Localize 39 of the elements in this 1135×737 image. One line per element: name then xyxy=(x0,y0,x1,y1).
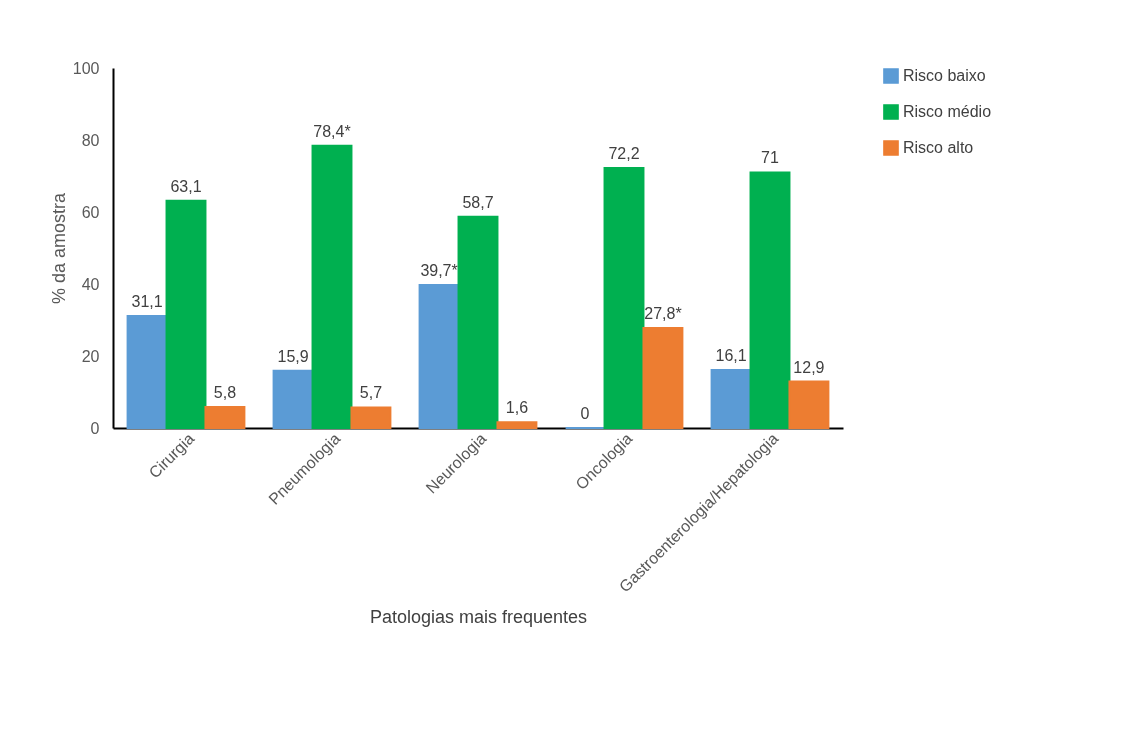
bar xyxy=(788,380,830,429)
data-label: 5,7 xyxy=(359,384,383,402)
x-axis-title: Patologias mais frequentes xyxy=(369,607,588,628)
y-tick-label: 60 xyxy=(81,203,100,221)
data-label: 63,1 xyxy=(170,177,202,195)
data-label: 78,4* xyxy=(313,122,351,140)
bar xyxy=(603,167,645,429)
y-axis-title: % da amostra xyxy=(48,191,69,305)
data-label: 71 xyxy=(761,149,779,167)
legend-label: Risco médio xyxy=(903,103,992,120)
y-tick-label: 0 xyxy=(90,419,100,437)
bar xyxy=(457,215,499,429)
bar xyxy=(126,315,168,429)
data-label: 0 xyxy=(580,405,590,422)
data-label: 58,7 xyxy=(462,193,494,211)
data-label: 16,1 xyxy=(715,347,747,365)
legend-label: Risco alto xyxy=(903,139,974,156)
legend-label: Risco baixo xyxy=(903,67,986,84)
bar xyxy=(496,421,538,429)
bar xyxy=(272,369,314,429)
data-label: 12,9 xyxy=(793,358,825,376)
bar xyxy=(710,369,752,429)
y-tick-label: 40 xyxy=(81,275,100,293)
data-label: 27,8* xyxy=(644,304,682,322)
bar xyxy=(642,326,684,429)
bar xyxy=(204,406,246,429)
data-label: 15,9 xyxy=(277,347,309,365)
bar xyxy=(165,199,207,429)
bar xyxy=(311,144,353,429)
data-label: 5,8 xyxy=(213,384,237,402)
y-tick-label: 80 xyxy=(81,131,100,149)
bar xyxy=(418,284,460,429)
bar xyxy=(749,171,791,429)
data-label: 72,2 xyxy=(608,145,640,163)
y-tick-label: 100 xyxy=(72,59,100,77)
data-label: 31,1 xyxy=(131,293,163,311)
bar xyxy=(350,406,392,429)
data-label: 1,6 xyxy=(505,399,529,417)
y-tick-label: 20 xyxy=(81,347,100,365)
